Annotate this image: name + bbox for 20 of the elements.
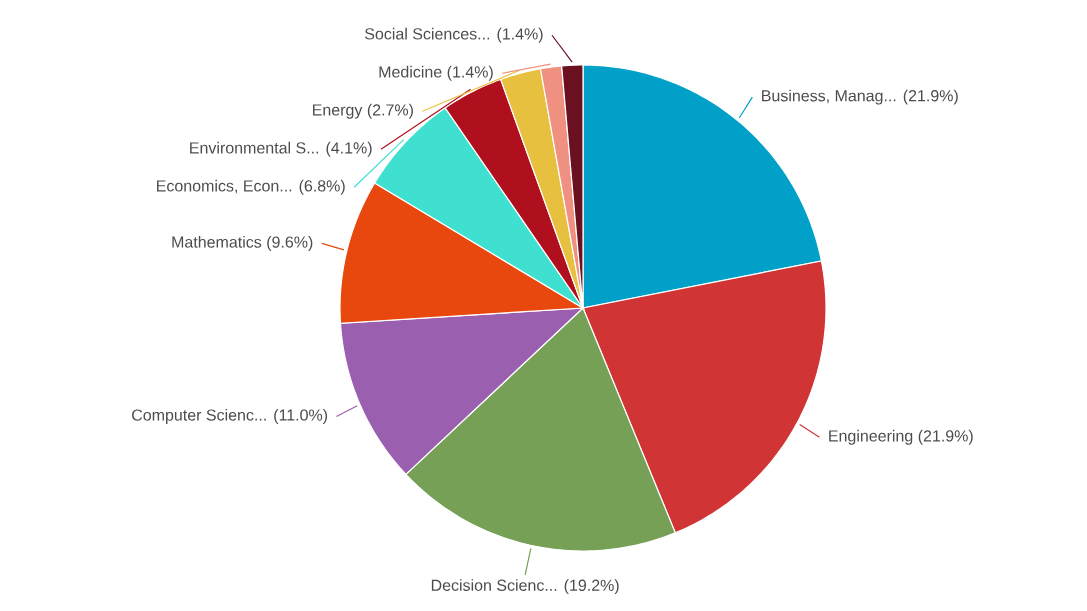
slice-label: Environmental S... [190, 141, 319, 154]
data-label: (19.2%) [564, 579, 619, 595]
slice-label: Engineering [829, 429, 913, 445]
slice-label: Economics, Econ... [157, 179, 292, 194]
slice-label: Computer Scienc... [132, 408, 266, 424]
data-label: (2.7%) [367, 103, 413, 119]
data-label: (21.9%) [918, 429, 973, 445]
data-label: (1.4%) [497, 27, 543, 43]
slice-label: Energy [313, 104, 363, 119]
slice-label: Business, Manag... [762, 89, 896, 105]
data-label: (21.9%) [903, 89, 958, 105]
slice-label: Mathematics [172, 235, 262, 248]
data-label: (1.4%) [447, 65, 493, 81]
data-label: (6.8%) [299, 179, 345, 195]
data-label: (11.0%) [274, 408, 328, 424]
slice-label: Medicine [379, 65, 442, 78]
data-label: (9.6%) [267, 235, 313, 251]
slice-label: Decision Scienc... [431, 579, 557, 591]
slice-label: Social Sciences... [364, 27, 490, 40]
data-label: (4.1%) [326, 141, 372, 157]
